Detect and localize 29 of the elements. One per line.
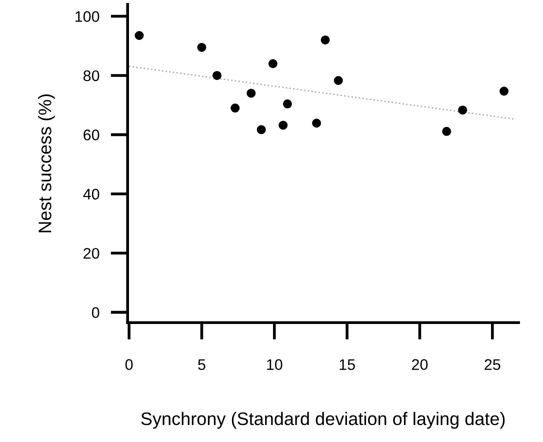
point <box>268 59 278 68</box>
point <box>212 70 222 80</box>
point <box>197 42 206 52</box>
x-tick-label: 10 <box>267 359 282 370</box>
y-tick-label: 0 <box>92 307 100 318</box>
point <box>500 86 509 96</box>
point <box>278 120 288 130</box>
point <box>334 76 343 85</box>
point <box>134 31 144 40</box>
y-axis-title: Nest success (%) <box>38 94 55 232</box>
y-tick-label: 80 <box>84 70 100 82</box>
point <box>442 126 452 136</box>
y-tick-label: 40 <box>83 188 100 200</box>
y-tick-label: 60 <box>84 130 100 140</box>
x-tick-label: 5 <box>198 359 206 370</box>
point <box>256 125 266 134</box>
x-tick-label: 20 <box>412 359 428 370</box>
point <box>230 104 240 113</box>
point <box>282 99 292 108</box>
point <box>312 118 322 128</box>
y-tick-label: 100 <box>76 11 100 22</box>
point <box>320 35 330 44</box>
x-tick-label: 25 <box>484 359 500 370</box>
x-axis-title: Synchrony (Standard deviation of laying date) <box>141 412 505 429</box>
y-tick-label: 20 <box>84 248 100 259</box>
x-tick-label: 15 <box>340 359 355 370</box>
point <box>458 106 468 115</box>
point <box>246 88 256 98</box>
x-tick-label: 0 <box>125 359 133 370</box>
